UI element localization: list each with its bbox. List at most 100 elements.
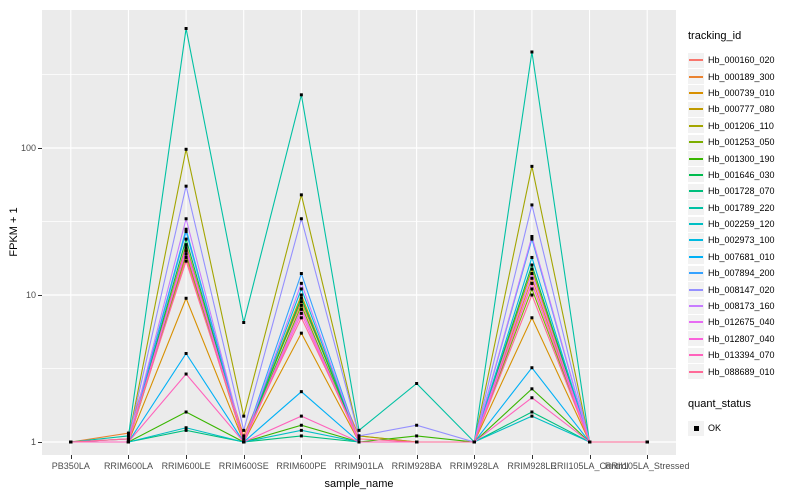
- data-point: [530, 414, 534, 418]
- data-point: [299, 217, 303, 221]
- data-point: [530, 203, 534, 207]
- legend-key: [688, 200, 704, 216]
- data-point: [472, 440, 476, 444]
- data-point: [299, 293, 303, 297]
- legend-color-swatch: [689, 75, 703, 78]
- data-point: [184, 147, 188, 151]
- x-tick-mark: [589, 455, 591, 459]
- legend-label: Hb_001300_190: [708, 153, 775, 164]
- data-point: [126, 440, 130, 444]
- legend-key: [688, 282, 704, 298]
- data-point: [184, 252, 188, 256]
- x-tick-mark: [243, 455, 245, 459]
- legend-key: [688, 151, 704, 167]
- x-tick-label: RRIM600SE: [218, 461, 269, 471]
- legend-label: Hb_088689_010: [708, 366, 775, 377]
- data-point: [530, 263, 534, 267]
- data-point: [588, 440, 592, 444]
- legend-key: [688, 265, 704, 281]
- legend-label: Hb_012807_040: [708, 333, 775, 344]
- data-point: [299, 296, 303, 300]
- legend-item: Hb_008173_160: [688, 298, 800, 314]
- data-point: [415, 382, 419, 386]
- legend-label: Hb_008147_020: [708, 284, 775, 295]
- data-point: [299, 303, 303, 307]
- data-point: [184, 255, 188, 259]
- data-point: [299, 272, 303, 276]
- legend-key: [688, 347, 704, 363]
- data-point: [299, 434, 303, 438]
- x-tick-label: RRII105LA_Stressed: [604, 461, 690, 471]
- x-tick-label: RRIM600LE: [161, 461, 211, 471]
- legend-color-swatch: [689, 354, 703, 357]
- legend-key: [688, 134, 704, 150]
- legend-key: [688, 101, 704, 117]
- data-point: [184, 428, 188, 432]
- quant-legend-title: quant_status: [688, 398, 751, 410]
- legend-label: Hb_002259_120: [708, 219, 775, 230]
- x-axis-title: sample_name: [324, 478, 394, 490]
- data-point: [126, 437, 130, 441]
- data-point: [530, 235, 534, 239]
- data-point: [184, 246, 188, 250]
- legend-key: [688, 314, 704, 330]
- plot-panel: [42, 10, 676, 455]
- data-point: [530, 293, 534, 297]
- legend-item: Hb_008147_020: [688, 281, 800, 298]
- data-point: [415, 440, 419, 444]
- legend-label: Hb_007681_010: [708, 251, 775, 262]
- data-point: [184, 296, 188, 300]
- legend-quant-status: quant_status OK: [688, 398, 800, 436]
- x-tick-mark: [474, 455, 476, 459]
- data-point: [242, 428, 246, 432]
- legend-item: Hb_000739_010: [688, 85, 800, 101]
- legend-items: Hb_000160_020 Hb_000189_300 Hb_000739_010 H…: [688, 52, 800, 380]
- legend-label: Hb_001253_050: [708, 137, 775, 148]
- data-point: [299, 390, 303, 394]
- data-point: [530, 267, 534, 271]
- x-tick-mark: [647, 455, 649, 459]
- quant-legend-label: OK: [708, 423, 722, 434]
- data-point: [530, 237, 534, 241]
- black-square-point-icon: [693, 425, 699, 431]
- legend-label: Hb_001206_110: [708, 120, 774, 131]
- legend-key: [688, 232, 704, 248]
- legend-color-swatch: [689, 173, 703, 176]
- legend-label: Hb_002973_100: [708, 235, 775, 246]
- data-point: [184, 217, 188, 221]
- data-point: [530, 276, 534, 280]
- data-point: [126, 434, 130, 438]
- data-point: [242, 321, 246, 325]
- y-axis-title: FPKM + 1: [8, 207, 20, 257]
- legend-color-swatch: [689, 288, 703, 291]
- data-point: [530, 287, 534, 291]
- x-tick-label: RRIM928LE: [507, 461, 557, 471]
- x-tick-mark: [128, 455, 130, 459]
- data-point: [184, 184, 188, 188]
- legend-color-swatch: [689, 91, 703, 94]
- data-point: [357, 428, 361, 432]
- data-point: [184, 230, 188, 234]
- x-tick-label: RRIM600PE: [276, 461, 327, 471]
- data-point: [530, 396, 534, 400]
- legend-item: Hb_001206_110: [688, 118, 800, 134]
- data-point: [184, 227, 188, 231]
- y-tick-mark: [38, 148, 42, 149]
- legend-label: Hb_000739_010: [708, 87, 775, 98]
- data-point: [530, 281, 534, 285]
- data-point: [299, 316, 303, 320]
- legend-label: Hb_000189_300: [708, 71, 775, 82]
- data-point: [530, 255, 534, 259]
- data-point: [184, 249, 188, 253]
- legend-label: Hb_001646_030: [708, 169, 775, 180]
- quant-legend-key: [688, 420, 704, 436]
- legend-item: Hb_012807_040: [688, 331, 800, 347]
- data-point: [184, 372, 188, 376]
- legend-label: Hb_000160_020: [708, 55, 775, 66]
- x-tick-label: RRIM901LA: [334, 461, 384, 471]
- legend-item: Hb_001728_070: [688, 183, 800, 199]
- legend-item: Hb_007681_010: [688, 249, 800, 265]
- legend-item: Hb_000160_020: [688, 52, 800, 68]
- legend-key: [688, 183, 704, 199]
